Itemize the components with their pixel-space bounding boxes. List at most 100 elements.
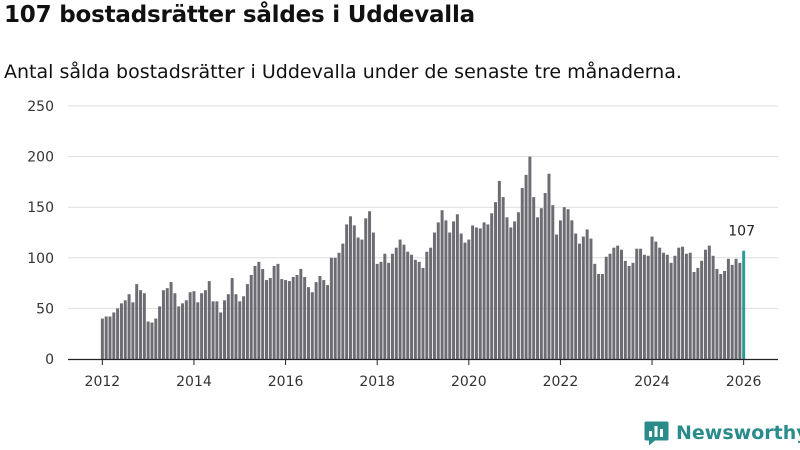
bar [188, 292, 192, 359]
chart-subtitle: Antal sålda bostadsrätter i Uddevalla un… [4, 61, 682, 83]
bar [116, 308, 120, 359]
bar [127, 294, 131, 359]
bar [345, 224, 349, 359]
bar [177, 306, 181, 359]
bar [299, 268, 303, 359]
bar [398, 239, 402, 359]
bar [719, 273, 723, 359]
bar [100, 318, 104, 359]
y-tick-label-150: 150 [27, 200, 54, 216]
bar [536, 217, 540, 359]
bar [715, 268, 719, 359]
bar [513, 221, 517, 359]
bar [616, 245, 620, 359]
bar [673, 255, 677, 359]
bar [684, 253, 688, 359]
bar [734, 258, 738, 359]
bar [612, 247, 616, 359]
bar [516, 212, 520, 359]
brand-footer: Newsworthy [644, 420, 800, 446]
bar [570, 220, 574, 359]
bar-highlight [742, 250, 746, 359]
bar [413, 259, 417, 359]
bar [276, 263, 280, 359]
bar [158, 306, 162, 359]
bar [482, 222, 486, 359]
bar [501, 197, 505, 359]
bar [654, 241, 658, 359]
bar [692, 271, 696, 359]
highlight-value-label: 107 [728, 224, 755, 240]
bar [406, 251, 410, 359]
bar [444, 220, 448, 359]
bar [371, 232, 375, 359]
bar [459, 233, 463, 359]
bar [104, 316, 108, 359]
bar [425, 251, 429, 359]
bar [307, 287, 310, 359]
bar [707, 245, 711, 359]
bar [585, 229, 589, 359]
bar [230, 278, 234, 359]
bar [119, 303, 123, 359]
bar [471, 225, 475, 359]
bar [196, 302, 200, 359]
bar [620, 249, 623, 359]
bar [600, 273, 604, 359]
bar [432, 232, 436, 359]
bar [265, 280, 268, 359]
bar [318, 276, 322, 359]
bar [322, 280, 326, 359]
bar [257, 261, 261, 359]
bar [135, 284, 139, 359]
bar [268, 278, 272, 359]
bar [348, 216, 352, 359]
y-tick-label-0: 0 [45, 352, 54, 368]
bar [261, 268, 265, 359]
bar [383, 253, 387, 359]
bar [245, 284, 249, 359]
bar [234, 294, 238, 359]
bar [387, 262, 391, 359]
bar [669, 262, 673, 359]
bar [627, 265, 631, 359]
bar [337, 252, 341, 359]
bar [394, 247, 398, 359]
bar [448, 232, 452, 359]
bar [314, 282, 318, 359]
bar [650, 236, 654, 359]
bar [184, 300, 188, 359]
bar [558, 220, 562, 359]
bar [440, 210, 444, 359]
bars [100, 156, 746, 359]
bar [284, 280, 288, 359]
bar [730, 264, 734, 359]
bar [509, 227, 513, 359]
bar [639, 248, 643, 359]
bar [280, 279, 284, 359]
bar [547, 173, 551, 359]
bar [703, 249, 707, 359]
bar [352, 225, 356, 359]
brand-name: Newsworthy [676, 422, 800, 444]
bar [360, 239, 364, 359]
bar [662, 252, 665, 359]
x-tick-label-2016: 2016 [268, 374, 304, 390]
bar [677, 247, 681, 359]
bar [200, 293, 204, 359]
bar [161, 290, 165, 359]
bar [696, 267, 700, 359]
bar [219, 312, 223, 359]
y-tick-label-250: 250 [27, 99, 54, 115]
bar [665, 254, 669, 359]
bar [108, 316, 112, 359]
labels: 0 50 100 150 200 250 2012 2014 2016 2018 2020 2022 2… [27, 99, 761, 390]
bar [329, 257, 333, 359]
bar [131, 302, 135, 359]
bar [700, 260, 704, 359]
bar [242, 296, 246, 359]
bar [421, 267, 425, 359]
bar [173, 293, 177, 359]
bar [681, 246, 685, 359]
